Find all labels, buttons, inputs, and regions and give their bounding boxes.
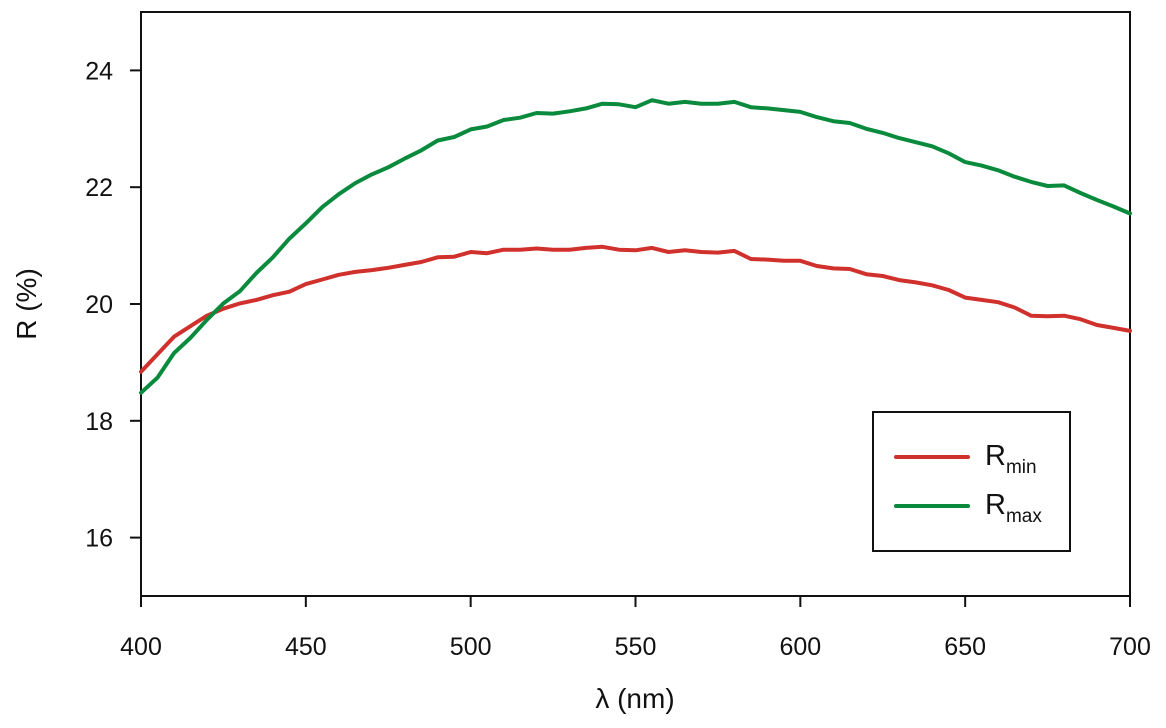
legend-box — [872, 411, 1071, 552]
legend-label-rmin: Rmin — [985, 440, 1037, 478]
x-tick-label: 600 — [779, 633, 821, 661]
legend: Rmin Rmax — [872, 411, 1071, 552]
legend-label-rmax: Rmax — [985, 489, 1042, 527]
x-axis-label: λ (nm) — [595, 683, 674, 714]
series-line-rmin — [139, 244, 1132, 374]
y-tick-label: 18 — [85, 408, 113, 436]
axis-ticks: 400 450 500 550 600 650 700 16 18 20 22 24 — [85, 57, 1151, 661]
y-axis-label: R (%) — [11, 268, 42, 340]
x-tick-label: 500 — [450, 633, 492, 661]
series-lines — [139, 98, 1132, 395]
series-line-rmax — [139, 98, 1132, 395]
x-tick-label: 650 — [944, 633, 986, 661]
x-tick-label: 450 — [285, 633, 327, 661]
x-tick-label: 550 — [615, 633, 657, 661]
x-tick-label: 400 — [120, 633, 162, 661]
x-tick-label: 700 — [1109, 633, 1151, 661]
y-tick-label: 22 — [85, 174, 113, 202]
y-tick-label: 24 — [85, 57, 113, 85]
y-tick-label: 16 — [85, 525, 113, 553]
y-tick-label: 20 — [85, 291, 113, 319]
